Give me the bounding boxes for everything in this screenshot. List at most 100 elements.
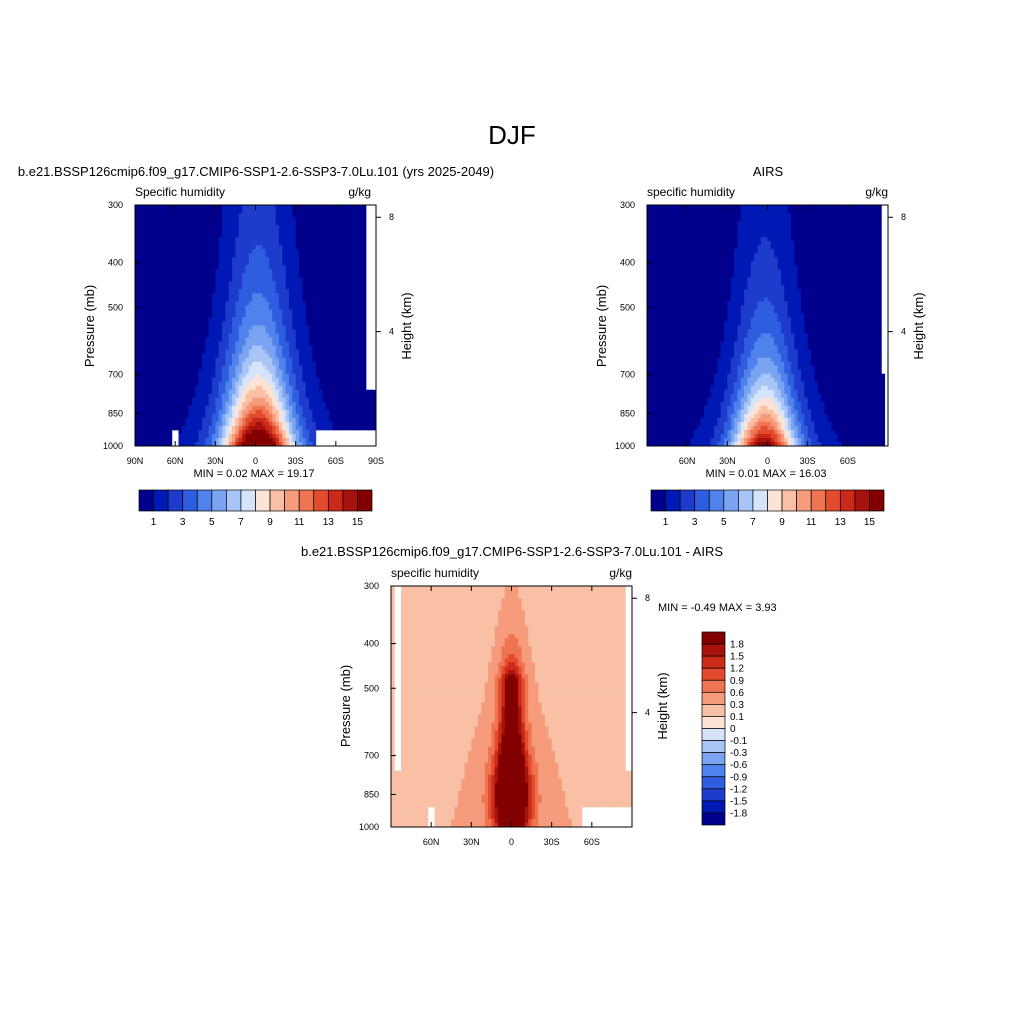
field-cell: [332, 261, 336, 265]
field-cell: [145, 301, 149, 305]
field-cell: [660, 221, 664, 225]
field-cell: [205, 249, 209, 253]
field-cell: [165, 326, 169, 330]
field-cell: [135, 297, 139, 301]
field-cell: [286, 301, 290, 305]
field-cell: [256, 293, 260, 297]
field-cell: [657, 245, 661, 249]
field-cell: [142, 438, 146, 442]
field-cell: [694, 217, 698, 221]
field-cell: [329, 261, 333, 265]
field-cell: [828, 213, 832, 217]
field-cell: [212, 225, 216, 229]
field-cell: [657, 241, 661, 245]
field-cell: [215, 225, 219, 229]
field-cell: [138, 241, 142, 245]
field-cell: [205, 414, 209, 418]
field-cell: [296, 265, 300, 269]
field-cell: [245, 366, 249, 370]
field-cell: [172, 410, 176, 414]
field-cell: [282, 213, 286, 217]
field-cell: [734, 229, 738, 233]
field-cell: [155, 245, 159, 249]
field-cell: [657, 249, 661, 253]
field-cell: [339, 281, 343, 285]
field-cell: [162, 269, 166, 273]
field-cell: [242, 334, 246, 338]
field-cell: [322, 402, 326, 406]
field-cell: [309, 354, 313, 358]
field-cell: [332, 233, 336, 237]
field-cell: [684, 217, 688, 221]
field-cell: [276, 277, 280, 281]
field-cell: [148, 281, 152, 285]
field-cell: [172, 213, 176, 217]
field-cell: [744, 205, 748, 209]
field-cell: [182, 354, 186, 358]
field-cell: [657, 217, 661, 221]
field-cell: [309, 273, 313, 277]
field-cell: [199, 233, 203, 237]
field-cell: [326, 374, 330, 378]
field-cell: [269, 342, 273, 346]
field-cell: [189, 430, 193, 434]
field-cell: [339, 406, 343, 410]
field-cell: [229, 265, 233, 269]
field-cell: [353, 418, 357, 422]
field-cell: [239, 330, 243, 334]
field-cell: [232, 269, 236, 273]
field-cell: [674, 237, 678, 241]
field-cell: [801, 205, 805, 209]
field-cell: [239, 390, 243, 394]
field-cell: [828, 245, 832, 249]
field-cell: [302, 277, 306, 281]
field-cell: [249, 297, 253, 301]
field-cell: [192, 418, 196, 422]
field-cell: [182, 209, 186, 213]
field-cell: [155, 426, 159, 430]
field-cell: [269, 350, 273, 354]
field-cell: [654, 229, 658, 233]
field-cell: [306, 430, 310, 434]
field-cell: [319, 293, 323, 297]
field-cell: [322, 261, 326, 265]
field-cell: [292, 225, 296, 229]
field-cell: [353, 394, 357, 398]
field-cell: [289, 297, 293, 301]
field-cell: [195, 354, 199, 358]
field-cell: [252, 293, 256, 297]
field-cell: [245, 313, 249, 317]
field-cell: [306, 378, 310, 382]
field-cell: [259, 241, 263, 245]
field-cell: [145, 217, 149, 221]
field-cell: [363, 293, 367, 297]
field-cell: [185, 402, 189, 406]
field-cell: [309, 213, 313, 217]
field-cell: [266, 221, 270, 225]
field-cell: [319, 241, 323, 245]
field-cell: [219, 402, 223, 406]
field-cell: [282, 350, 286, 354]
field-cell: [687, 229, 691, 233]
field-cell: [232, 265, 236, 269]
field-cell: [336, 374, 340, 378]
field-cell: [192, 293, 196, 297]
field-cell: [202, 346, 206, 350]
field-cell: [332, 297, 336, 301]
field-cell: [225, 438, 229, 442]
field-cell: [339, 358, 343, 362]
field-cell: [239, 313, 243, 317]
field-cell: [158, 426, 162, 430]
field-cell: [309, 406, 313, 410]
field-cell: [306, 253, 310, 257]
field-cell: [336, 366, 340, 370]
field-cell: [359, 213, 363, 217]
field-cell: [135, 313, 139, 317]
field-cell: [232, 346, 236, 350]
field-cell: [319, 217, 323, 221]
field-cell: [192, 338, 196, 342]
field-cell: [363, 217, 367, 221]
field-cell: [868, 213, 872, 217]
field-cell: [195, 366, 199, 370]
field-cell: [252, 426, 256, 430]
